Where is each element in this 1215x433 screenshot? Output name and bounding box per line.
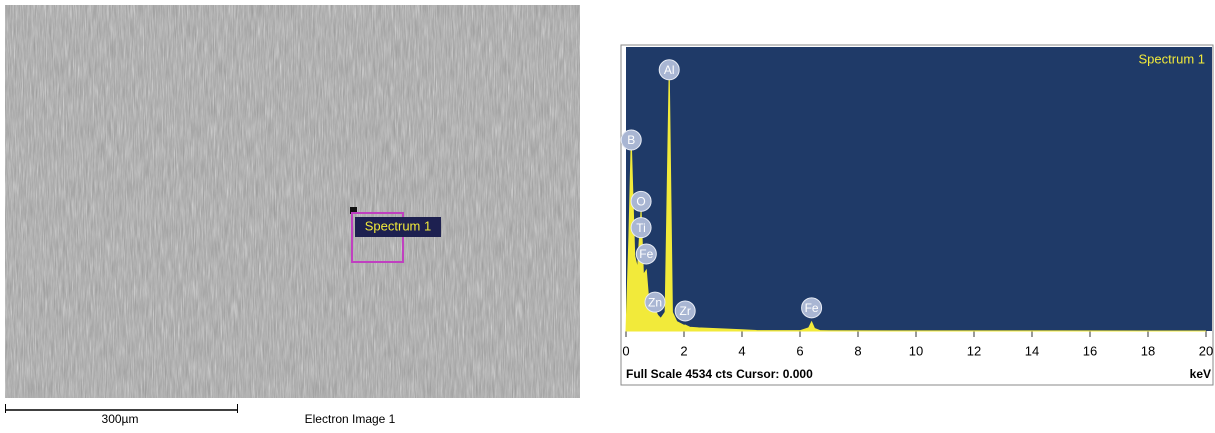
plot-area (626, 47, 1212, 331)
peak-label: Al (664, 63, 675, 77)
peak-label: B (627, 133, 635, 147)
x-tick-label: 8 (854, 343, 861, 358)
x-tick-label: 18 (1141, 343, 1155, 358)
sem-image: Spectrum 1 (5, 5, 580, 398)
x-tick-label: 10 (909, 343, 923, 358)
peak-label: Ti (636, 221, 646, 235)
peak-marker: B (621, 130, 641, 150)
peak-marker: Al (659, 60, 679, 80)
x-tick-label: 20 (1199, 343, 1213, 358)
x-tick-label: 2 (680, 343, 687, 358)
x-tick-label: 14 (1025, 343, 1039, 358)
peak-marker: Zr (675, 301, 695, 321)
x-tick-label: 4 (738, 343, 745, 358)
region-label: Spectrum 1 (365, 218, 431, 233)
figure: Spectrum 1 300µm Electron Image 1 Spectr… (0, 0, 1215, 428)
chart-title: Spectrum 1 (1139, 51, 1205, 66)
footer: Full Scale 4534 cts Cursor: 0.000 (626, 367, 813, 381)
peak-label: O (636, 195, 645, 209)
peak-label: Zn (648, 295, 662, 309)
x-axis-label: keV (1190, 367, 1211, 381)
peak-marker: Zn (645, 292, 665, 312)
x-tick-label: 6 (796, 343, 803, 358)
peak-marker: Fe (802, 298, 822, 318)
image-caption: Electron Image 1 (305, 412, 396, 426)
peak-marker: O (631, 191, 651, 211)
scale-bar-label: 300µm (102, 412, 139, 426)
peak-marker: Fe (636, 244, 656, 264)
peak-marker: Ti (631, 218, 651, 238)
x-tick-label: 12 (967, 343, 981, 358)
x-tick-label: 16 (1083, 343, 1097, 358)
peak-label: Fe (639, 247, 653, 261)
peak-label: Fe (805, 301, 819, 315)
x-tick-label: 0 (622, 343, 629, 358)
peak-label: Zr (679, 304, 690, 318)
